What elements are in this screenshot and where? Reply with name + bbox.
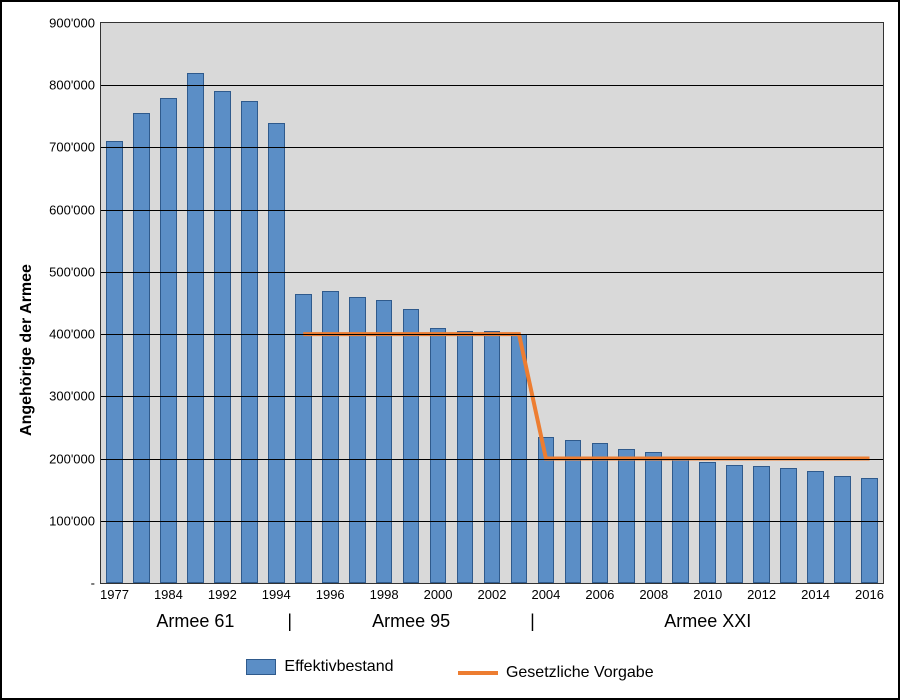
x-tick-label: 2016	[855, 587, 884, 602]
legend-line-swatch	[458, 671, 498, 675]
era-label: |	[287, 611, 292, 632]
y-tick-label: 300'000	[49, 389, 95, 404]
x-tick-label: 1994	[262, 587, 291, 602]
gridline	[101, 272, 883, 273]
era-label: Armee 95	[372, 611, 450, 632]
gridline	[101, 85, 883, 86]
x-tick-label: 2010	[693, 587, 722, 602]
gridline	[101, 210, 883, 211]
gridline	[101, 459, 883, 460]
x-tick-label: 1998	[370, 587, 399, 602]
era-label: Armee 61	[156, 611, 234, 632]
y-tick-label: 200'000	[49, 451, 95, 466]
x-tick-label: 1977	[100, 587, 129, 602]
plot-area: Armee 61|Armee 95|Armee XXI -100'000200'…	[100, 22, 884, 584]
legend-line-label: Gesetzliche Vorgabe	[506, 664, 654, 682]
y-tick-label: 500'000	[49, 264, 95, 279]
legend-bar-swatch	[246, 659, 276, 675]
x-tick-label: 2000	[424, 587, 453, 602]
era-label: |	[530, 611, 535, 632]
x-tick-label: 2012	[747, 587, 776, 602]
y-tick-label: -	[91, 576, 95, 591]
y-tick-label: 700'000	[49, 140, 95, 155]
x-tick-label: 1984	[154, 587, 183, 602]
x-tick-label: 2006	[585, 587, 614, 602]
gridline	[101, 521, 883, 522]
x-tick-label: 1996	[316, 587, 345, 602]
chart-frame: Angehörige der Armee Armee 61|Armee 95|A…	[0, 0, 900, 700]
x-tick-label: 2004	[531, 587, 560, 602]
x-tick-label: 2002	[478, 587, 507, 602]
legend: Effektivbestand Gesetzliche Vorgabe	[2, 658, 898, 682]
y-tick-label: 100'000	[49, 513, 95, 528]
x-tick-label: 1992	[208, 587, 237, 602]
era-label: Armee XXI	[664, 611, 751, 632]
x-tick-label: 2008	[639, 587, 668, 602]
gridline	[101, 334, 883, 335]
y-axis-label: Angehörige der Armee	[18, 264, 36, 436]
y-tick-label: 600'000	[49, 202, 95, 217]
y-tick-label: 900'000	[49, 16, 95, 31]
legend-bar: Effektivbestand	[246, 658, 393, 676]
x-tick-label: 2014	[801, 587, 830, 602]
legend-bar-label: Effektivbestand	[284, 658, 393, 676]
y-tick-label: 800'000	[49, 78, 95, 93]
gridline	[101, 147, 883, 148]
y-tick-label: 400'000	[49, 327, 95, 342]
line-layer	[101, 23, 883, 583]
gridline	[101, 396, 883, 397]
era-labels: Armee 61 | Armee 95 | Armee XXI	[101, 611, 883, 641]
legend-line: Gesetzliche Vorgabe	[458, 664, 654, 682]
chart-wrap: Angehörige der Armee Armee 61|Armee 95|A…	[2, 2, 898, 698]
